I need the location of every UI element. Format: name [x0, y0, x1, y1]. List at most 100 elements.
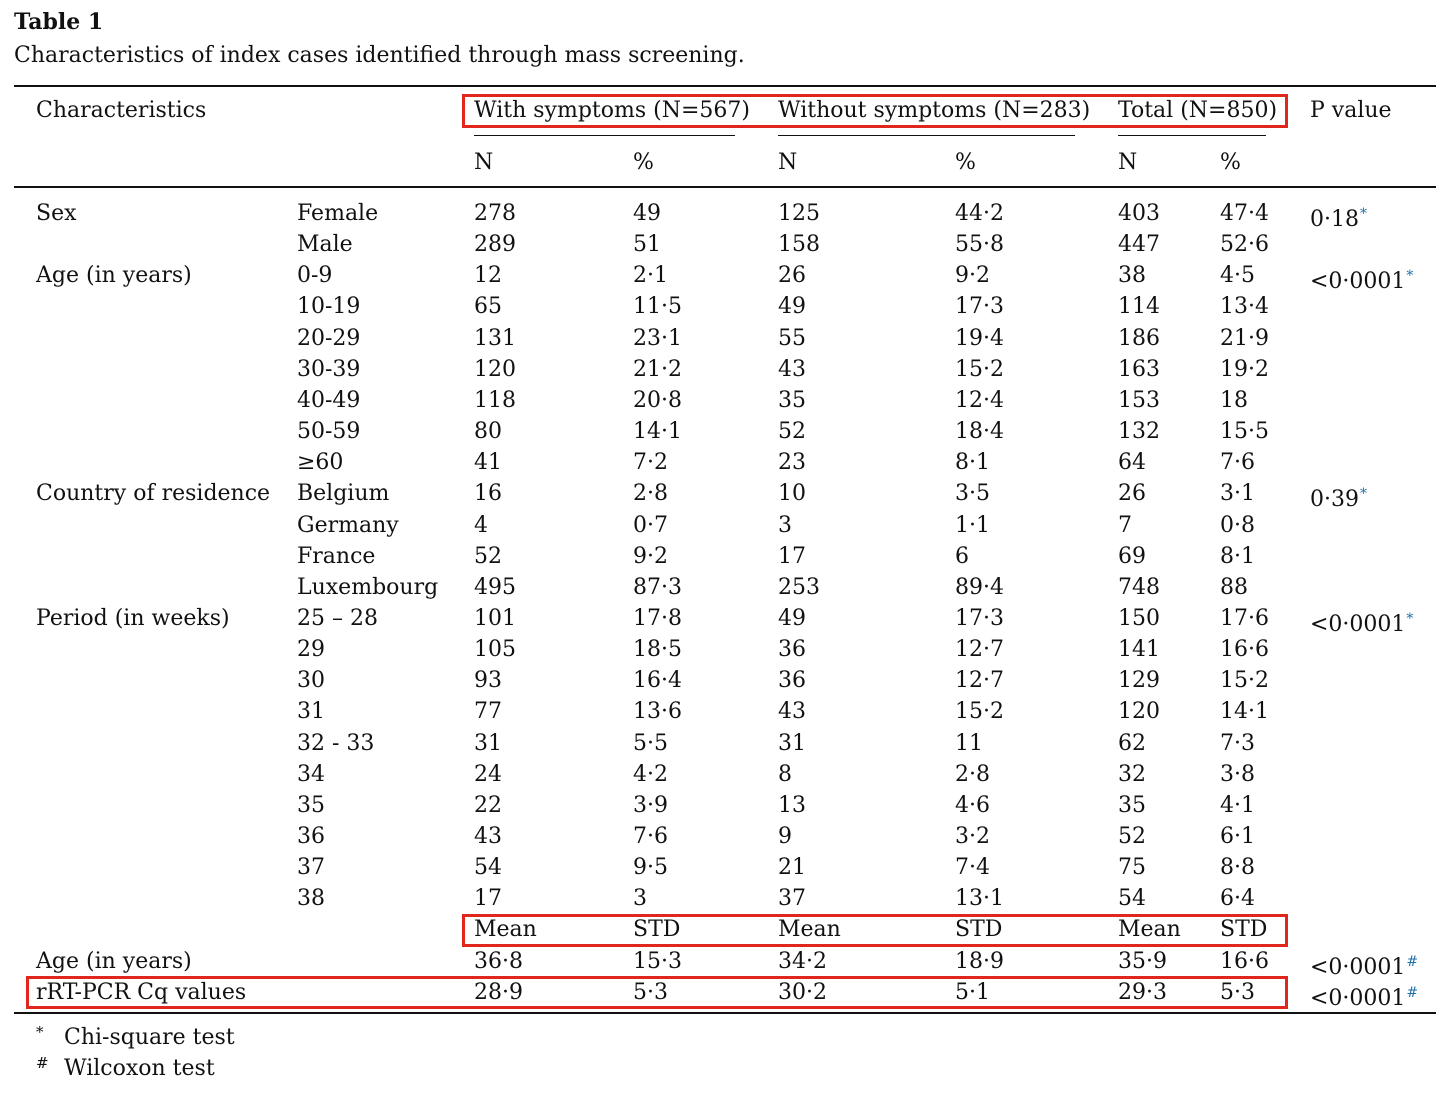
- cell: 19·4: [955, 325, 1004, 351]
- cell: 31: [474, 730, 502, 756]
- footnote-symbol: #: [36, 1054, 49, 1072]
- cell: 4·2: [633, 761, 668, 787]
- cell: 30·2: [778, 979, 827, 1005]
- cell: 62: [1118, 730, 1146, 756]
- cell: 2·1: [633, 263, 668, 289]
- cell: 16·6: [1220, 637, 1269, 663]
- cell: 41: [474, 450, 502, 476]
- cell: 7·6: [1220, 450, 1255, 476]
- cell: 17: [778, 543, 806, 569]
- column-header: P value: [1310, 98, 1392, 123]
- row-group: Sex: [36, 201, 77, 226]
- cell: 5·5: [633, 730, 668, 756]
- cell: 43: [778, 699, 806, 725]
- cell: 6: [955, 543, 969, 569]
- sub-header: N: [1118, 150, 1138, 175]
- test-mark: #: [1406, 953, 1419, 970]
- cell: 37: [778, 886, 806, 912]
- cell: 26: [1118, 481, 1146, 507]
- stat-header: Mean: [474, 917, 537, 943]
- cell: 3: [778, 512, 792, 538]
- cell: 5·1: [955, 979, 990, 1005]
- cell: 105: [474, 637, 516, 663]
- group-underline: [474, 135, 735, 136]
- cell: 36: [778, 668, 806, 694]
- sub-header: %: [1220, 150, 1241, 175]
- row-level: 50-59: [297, 419, 361, 445]
- cell: 748: [1118, 574, 1160, 600]
- stat-header: Mean: [778, 917, 841, 943]
- cell: 495: [474, 574, 516, 600]
- p-value: <0·0001*: [1310, 605, 1413, 639]
- group-underline: [1118, 135, 1266, 136]
- cell: 132: [1118, 419, 1160, 445]
- highlight-box: [26, 976, 1288, 1009]
- cell: 9·5: [633, 855, 668, 881]
- test-mark: *: [1359, 206, 1367, 222]
- cell: 13·1: [955, 886, 1004, 912]
- cell: 15·5: [1220, 419, 1269, 445]
- cell: 16·4: [633, 668, 682, 694]
- p-value-text: 0·39: [1310, 487, 1359, 513]
- cell: 11: [955, 730, 983, 756]
- cell: 52: [474, 543, 502, 569]
- cell: 15·2: [955, 356, 1004, 382]
- p-value-text: <0·0001: [1310, 985, 1406, 1011]
- cell: 186: [1118, 325, 1160, 351]
- sub-header: N: [778, 150, 798, 175]
- table-title: Table 1: [14, 9, 104, 35]
- cell: 10: [778, 481, 806, 507]
- cell: 129: [1118, 668, 1160, 694]
- cell: 12: [474, 263, 502, 289]
- cell: 120: [1118, 699, 1160, 725]
- column-header: Characteristics: [36, 98, 207, 123]
- cell: 36: [778, 637, 806, 663]
- cell: 447: [1118, 232, 1160, 258]
- cell: 36·8: [474, 948, 523, 974]
- cell: 125: [778, 201, 820, 226]
- cell: 31: [778, 730, 806, 756]
- cell: 26: [778, 263, 806, 289]
- cell: 3·1: [1220, 481, 1255, 507]
- test-mark: #: [1406, 984, 1419, 1001]
- cell: 6·1: [1220, 824, 1255, 849]
- row-group: Country of residence: [36, 481, 271, 507]
- cell: 24: [474, 761, 502, 787]
- cell: 69: [1118, 543, 1146, 569]
- row-group: Age (in years): [36, 948, 192, 974]
- row-level: 37: [297, 855, 325, 881]
- p-value-text: 0·18: [1310, 207, 1359, 232]
- cell: 23: [778, 450, 806, 476]
- cell: 54: [1118, 886, 1146, 912]
- cell: 114: [1118, 294, 1160, 320]
- cell: 120: [474, 356, 516, 382]
- cell: 14·1: [633, 419, 682, 445]
- table-caption: Characteristics of index cases identifie…: [14, 43, 745, 68]
- header-rule: [14, 186, 1436, 188]
- test-mark: *: [1359, 486, 1367, 503]
- cell: 52: [778, 419, 806, 445]
- cell: 22: [474, 792, 502, 818]
- cell: 6·4: [1220, 886, 1255, 912]
- cell: 9: [778, 824, 792, 849]
- row-level: Female: [297, 201, 379, 226]
- cell: 14·1: [1220, 699, 1269, 725]
- cell: 13·4: [1220, 294, 1269, 320]
- test-mark: *: [1406, 610, 1414, 627]
- cell: 93: [474, 668, 502, 694]
- column-header: Total (N=850): [1118, 98, 1278, 123]
- cell: 13: [778, 792, 806, 818]
- test-mark: *: [1406, 268, 1414, 285]
- cell: 16: [474, 481, 502, 507]
- cell: 7·4: [955, 855, 990, 881]
- cell: 77: [474, 699, 502, 725]
- p-value-text: <0·0001: [1310, 269, 1406, 295]
- cell: 118: [474, 387, 516, 413]
- p-value-text: <0·0001: [1310, 954, 1406, 980]
- row-level: 38: [297, 886, 325, 912]
- cell: 7·2: [633, 450, 668, 476]
- row-level: ≥60: [297, 450, 344, 476]
- cell: 4·1: [1220, 792, 1255, 818]
- cell: 29·3: [1118, 979, 1167, 1005]
